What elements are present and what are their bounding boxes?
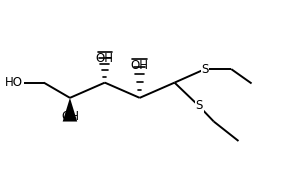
Text: OH: OH <box>96 52 114 65</box>
Text: S: S <box>195 99 203 112</box>
Text: HO: HO <box>5 76 23 89</box>
Polygon shape <box>63 98 77 122</box>
Text: S: S <box>201 63 209 76</box>
Text: OH: OH <box>131 59 149 72</box>
Text: OH: OH <box>61 110 79 123</box>
